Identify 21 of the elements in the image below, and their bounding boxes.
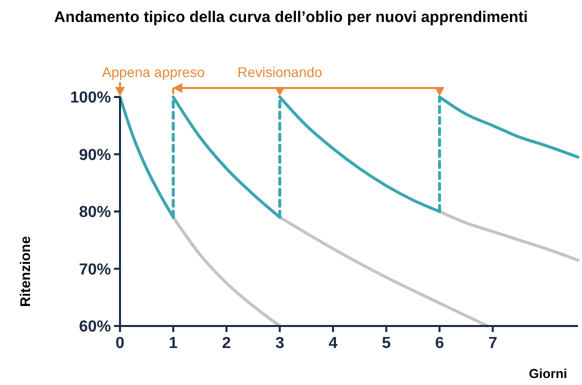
x-tick-label: 4 [328,335,338,352]
line-series [172,216,282,328]
x-tick-label: 5 [382,335,391,352]
x-tick-label: 6 [435,335,444,352]
x-tick-label: 7 [488,335,498,352]
line-series [278,216,489,328]
y-axis-title: Ritenzione [17,236,33,307]
chart-title: Andamento tipico della curva dell’oblio per nuovi apprendimenti [54,9,528,26]
annotation: Appena appreso [102,64,205,80]
y-tick-label: 60% [78,318,111,336]
y-tick-label: 80% [78,204,111,222]
x-tick-label: 1 [168,335,178,352]
annotation: Revisionando [237,64,322,80]
line-series [438,210,580,262]
x-axis-title: Giorni [528,366,568,381]
y-tick-label: 70% [78,261,111,278]
x-tick-label: 2 [222,335,232,352]
y-tick-label: 100% [70,90,111,107]
y-tick-label: 90% [78,146,111,164]
x-tick-label: 3 [275,335,284,352]
x-tick-label: 0 [116,335,125,352]
